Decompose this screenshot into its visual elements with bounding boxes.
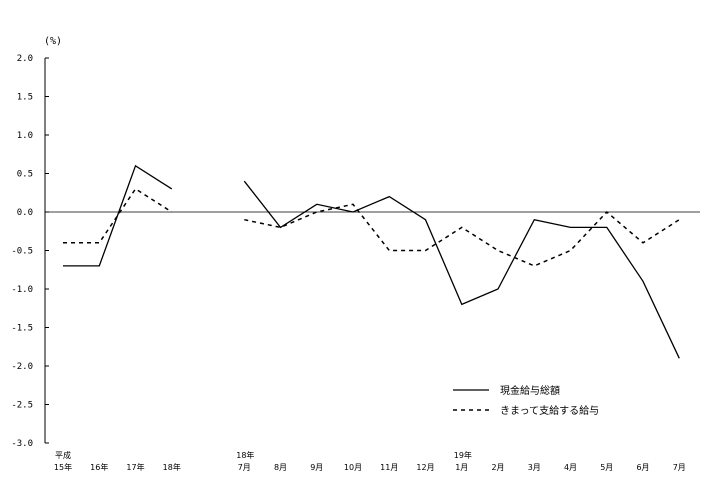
y-tick-label: -1.0 [11,285,33,295]
x-tick-label: 3月 [528,463,541,472]
y-tick-label: 2.0 [17,54,33,64]
y-tick-label: 1.5 [17,93,33,103]
y-tick-label: 1.0 [17,131,33,141]
x-tick-label: 7月 [673,463,686,472]
x-tick-label-year: 18年 [236,450,254,460]
x-tick-label: 4月 [564,463,577,472]
x-tick-label: 9月 [310,463,323,472]
series-contractual-earnings-line [63,187,173,244]
x-tick-label: 8月 [274,463,287,472]
legend: 現金給与総額 きまって支給する給与 [453,384,599,417]
y-tick-label: -2.0 [11,362,33,372]
y-tick-label: 0.0 [17,208,33,218]
x-tick-label: 7月 [238,463,251,472]
x-tick-label: 6月 [636,463,649,472]
series-cash-earnings-line [63,164,173,267]
x-tick-label: 18年 [163,462,181,472]
series-cash-earnings-line [243,180,680,359]
legend-label-cash-earnings: 現金給与総額 [500,384,560,397]
x-tick-label: 17年 [126,462,144,472]
x-tick-label: 5月 [600,463,613,472]
y-tick-label: -3.0 [11,439,33,449]
x-tick-label: 15年 [54,462,72,472]
x-tick-label: 16年 [90,462,108,472]
y-tick-label: -1.5 [11,324,33,334]
y-tick-label: 0.5 [17,170,33,180]
series-group [63,164,680,359]
legend-label-contractual-earnings: きまって支給する給与 [500,404,599,417]
series-contractual-earnings-line [244,203,680,267]
x-tick-label: 1月 [455,463,468,472]
x-tick-label-year: 平成 [55,450,71,460]
x-tick-label: 10月 [344,463,362,472]
x-axis: 平成 15年 16年 17年 18年 18年 7月 8月 9月 10月 11月 12月 19年 1月 2月 3… [54,450,686,472]
x-tick-label: 12月 [416,463,434,472]
x-tick-label: 11月 [380,463,398,472]
y-tick-label: -0.5 [11,247,33,257]
y-axis: 2.0 1.5 1.0 0.5 0.0 -0.5 -1.0 -1.5 -2.0 -2.5 -3.0 [11,54,49,449]
x-tick-label: 2月 [491,463,504,472]
x-tick-label-year: 19年 [454,450,472,460]
y-tick-label: -2.5 [11,401,33,411]
y-axis-unit-label: (%) [44,36,62,47]
